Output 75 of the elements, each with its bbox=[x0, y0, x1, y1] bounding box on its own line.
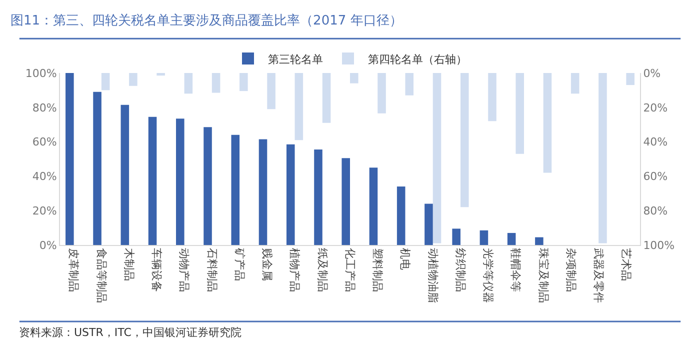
bar bbox=[286, 144, 295, 245]
legend-label: 第四轮名单（右轴） bbox=[368, 52, 467, 66]
x-tick-label: 机电 bbox=[398, 248, 412, 270]
y-tick-label: 0% bbox=[39, 238, 57, 252]
bar bbox=[120, 104, 130, 245]
y2-tick-label: 20% bbox=[643, 101, 668, 114]
bar bbox=[350, 73, 358, 84]
bar bbox=[156, 73, 165, 76]
bar bbox=[488, 73, 496, 122]
x-tick-label: 鞋帽伞等 bbox=[509, 248, 522, 292]
y2-tick-label: 60% bbox=[643, 170, 668, 184]
bar bbox=[369, 168, 378, 245]
y-tick-label: 60% bbox=[32, 136, 57, 149]
bar bbox=[267, 73, 276, 110]
bar bbox=[378, 73, 386, 114]
bar bbox=[535, 237, 544, 245]
bar bbox=[598, 73, 607, 244]
bar bbox=[322, 73, 331, 123]
bar bbox=[507, 232, 516, 245]
x-tick-label: 珠宝及制品 bbox=[536, 248, 550, 304]
bar bbox=[66, 73, 74, 245]
x-tick-label: 皮革制品 bbox=[67, 248, 80, 292]
x-tick-label: 贱金属 bbox=[260, 248, 274, 282]
y-tick-label: 20% bbox=[32, 204, 57, 218]
bar bbox=[231, 134, 240, 245]
bar bbox=[258, 139, 268, 245]
bar bbox=[480, 230, 488, 245]
bar bbox=[570, 73, 580, 94]
bar bbox=[452, 228, 460, 245]
x-tick-label: 植物产品 bbox=[288, 248, 302, 292]
bar bbox=[396, 186, 406, 245]
y2-tick-label: 0% bbox=[643, 66, 661, 80]
bar bbox=[184, 73, 193, 94]
x-tick-label: 食品等制品 bbox=[94, 248, 108, 304]
bar bbox=[176, 118, 184, 245]
bar bbox=[314, 150, 322, 245]
bar bbox=[405, 73, 414, 96]
y2-tick-label: 80% bbox=[643, 204, 668, 218]
text: 资料来源：USTR，ITC，中国银河证券研究院 bbox=[19, 326, 242, 339]
x-tick-label: 动物产品 bbox=[178, 248, 191, 292]
y-tick-label: 40% bbox=[32, 170, 57, 184]
bar bbox=[424, 204, 433, 245]
bar bbox=[101, 73, 110, 90]
bar bbox=[212, 73, 220, 93]
bar bbox=[129, 73, 138, 86]
bar bbox=[460, 73, 469, 208]
x-tick-label: 光学等仪器 bbox=[482, 248, 495, 304]
x-tick-label: 杂项制品 bbox=[564, 248, 578, 292]
x-tick-label: 石料制品 bbox=[205, 248, 218, 292]
x-tick-label: 塑料制品 bbox=[371, 248, 384, 292]
y2-tick-label: 40% bbox=[643, 136, 668, 149]
bar bbox=[342, 158, 350, 245]
bar bbox=[240, 73, 248, 92]
bar bbox=[93, 92, 102, 245]
x-tick-label: 纸及制品 bbox=[316, 248, 329, 292]
chart-title: 图11：第三、四轮关税名单主要涉及商品覆盖比率（2017 年口径） bbox=[10, 12, 402, 29]
bar bbox=[294, 73, 304, 140]
bar bbox=[432, 73, 442, 244]
x-tick-label: 动植物油脂 bbox=[426, 248, 440, 304]
legend-label: 第三轮名单 bbox=[268, 52, 323, 66]
bar bbox=[148, 116, 157, 245]
x-tick-label: 化工产品 bbox=[343, 248, 356, 292]
x-tick-label: 武器及零件 bbox=[592, 248, 605, 304]
y-tick-label: 100% bbox=[25, 66, 57, 80]
x-tick-label: 矿产品 bbox=[232, 247, 246, 282]
y-tick-label: 80% bbox=[32, 101, 57, 114]
x-tick-label: 艺术品 bbox=[620, 248, 633, 282]
bar bbox=[204, 127, 212, 245]
x-tick-label: 车辆设备 bbox=[150, 248, 164, 292]
bar bbox=[516, 73, 524, 154]
bar bbox=[543, 73, 552, 173]
x-tick-label: 纺织制品 bbox=[454, 248, 467, 292]
bar bbox=[626, 73, 634, 86]
x-tick-label: 木制品 bbox=[122, 248, 136, 282]
y2-tick-label: 100% bbox=[643, 238, 675, 252]
